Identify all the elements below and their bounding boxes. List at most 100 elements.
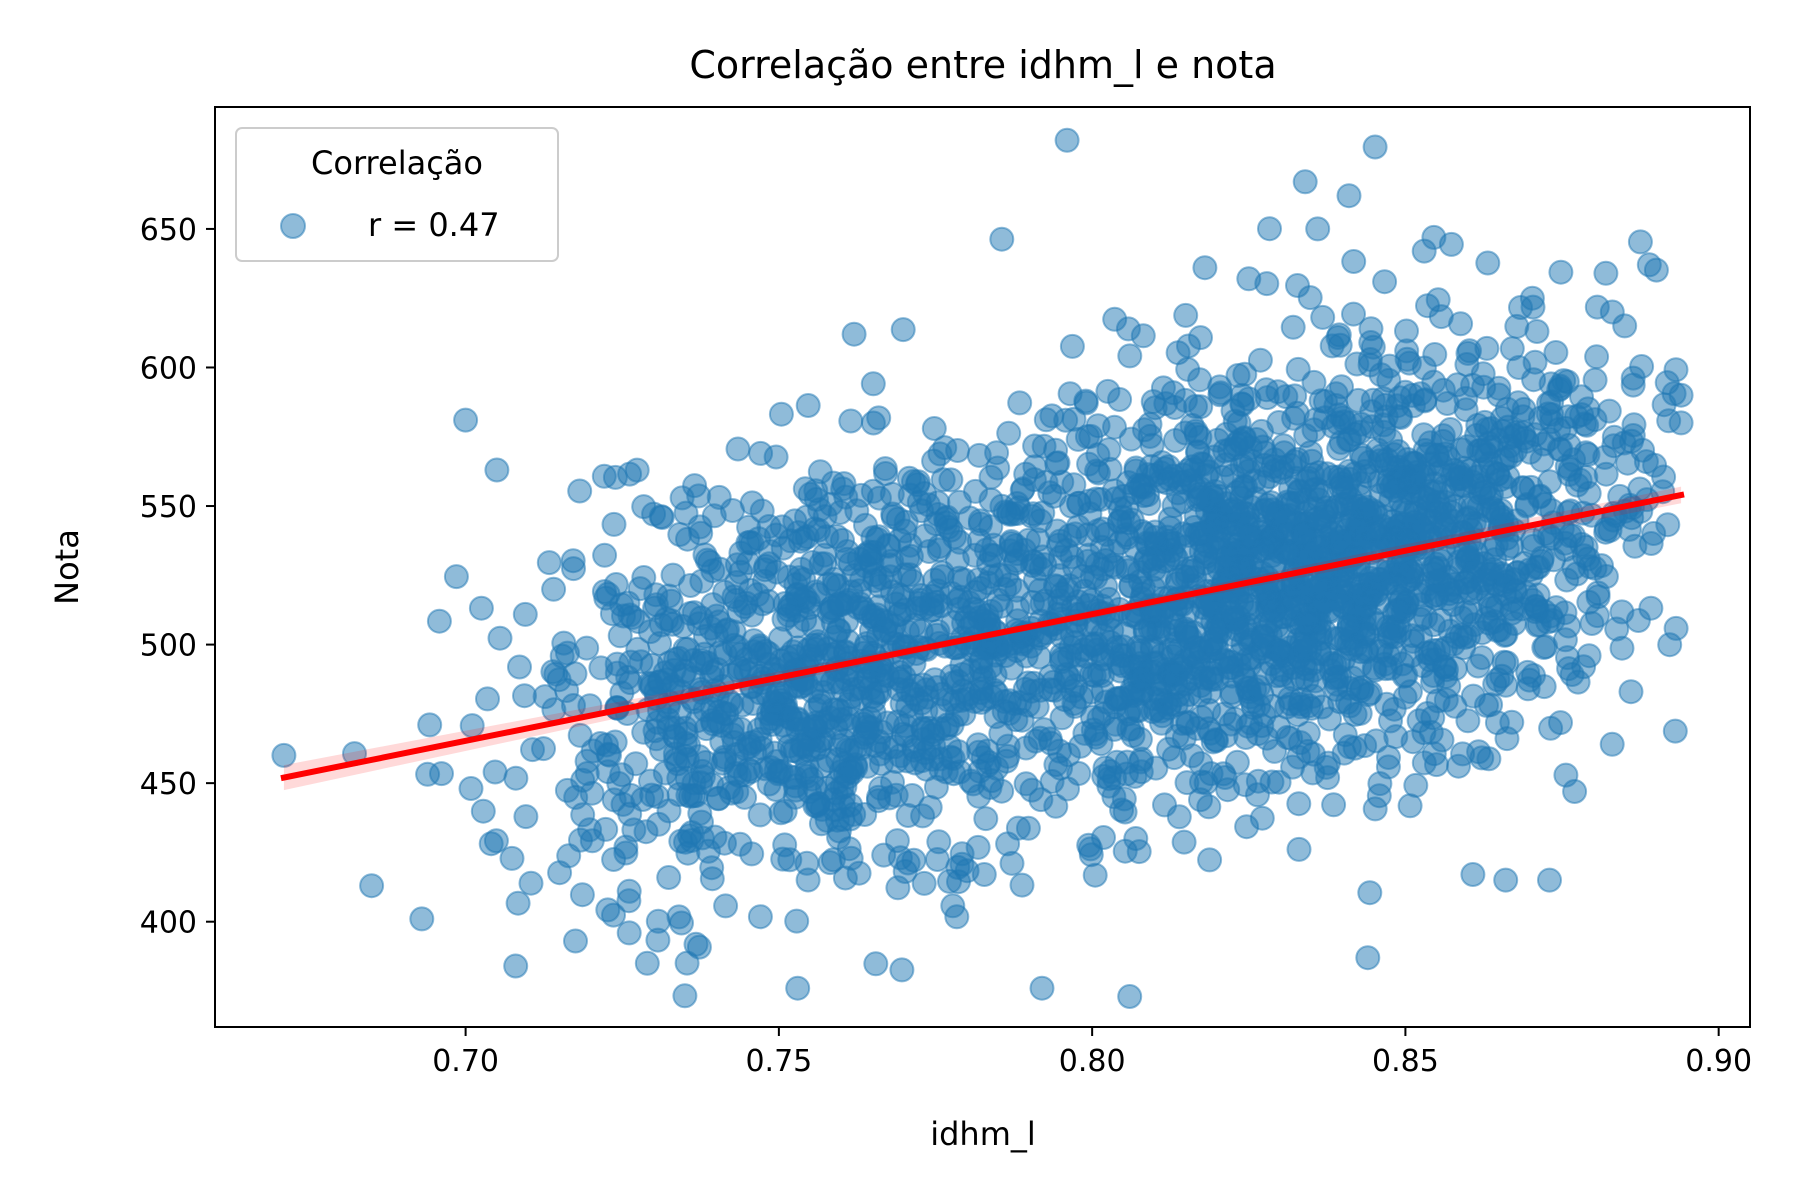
scatter-point [899,783,925,808]
scatter-point [1562,779,1588,804]
scatter-point [1043,793,1069,819]
scatter-point [1321,792,1347,818]
y-axis: 400 450 500 550 600 650 [140,213,215,941]
scatter-point [1350,582,1375,608]
scatter-point [1043,752,1069,778]
scatter-point [928,756,954,782]
scatter-point [923,511,949,537]
scatter-point [921,416,947,441]
scatter-point [1616,516,1642,542]
scatter-point [1091,701,1117,727]
scatter-point [1297,541,1323,567]
scatter-point [1437,417,1463,442]
scatter-point [507,654,532,680]
scatter-point [673,500,699,526]
scatter-point [1561,555,1587,580]
scatter-point [863,951,889,977]
scatter-point [1247,347,1273,373]
scatter-point [807,459,833,485]
scatter-point [1663,357,1689,383]
scatter-point [1142,525,1168,550]
scatter-point [1049,705,1075,731]
scatter-point [1421,561,1446,587]
scatter-point [676,732,701,758]
scatter-point [1357,352,1383,378]
scatter-point [409,906,435,932]
scatter-point [627,576,653,602]
scatter-point [1114,749,1140,775]
scatter-point [1115,555,1141,580]
scatter-point [1112,621,1138,647]
scatter-point [883,591,909,617]
scatter-point [999,850,1025,876]
scatter-point [1328,474,1353,500]
scatter-point [1324,671,1350,697]
legend-box [235,127,559,262]
scatter-point [1476,610,1502,636]
scatter-point [513,804,539,830]
scatter-point [1257,535,1283,561]
scatter-point [1183,418,1209,444]
scatter-point [1469,645,1495,671]
scatter-point [1421,741,1447,767]
scatter-point [601,902,626,928]
scatter-point [949,851,975,877]
scatter-point [763,444,789,470]
scatter-point [482,759,508,785]
chart-title: Correlação entre idhm_l e nota [689,43,1276,87]
scatter-point [1107,387,1133,412]
x-tick-label: 0.85 [1372,1044,1439,1079]
scatter-point [563,928,588,954]
scatter-point [669,910,694,936]
scatter-point [812,504,838,530]
scatter-point [656,798,682,824]
x-axis-title: idhm_l [930,1115,1036,1153]
scatter-point [1132,417,1157,443]
scatter-point [965,732,991,758]
scatter-point [973,537,999,563]
scatter-point [996,700,1022,726]
scatter-point [1499,533,1525,559]
scatter-point [944,547,970,573]
scatter-point [1455,340,1481,366]
scatter-point [1493,867,1519,893]
scatter-point [1193,544,1219,570]
scatter-point [1009,872,1035,898]
scatter-point [778,764,804,790]
scatter-point [1579,611,1605,636]
scatter-point [601,511,627,537]
scatter-point [735,530,761,556]
scatter-point [541,576,567,602]
scatter-point [1059,333,1085,359]
scatter-point [1372,269,1398,295]
scatter-point [570,802,596,828]
scatter-point [797,481,823,507]
scatter-point [858,715,884,741]
scatter-point [670,614,696,639]
scatter-point [1355,945,1381,971]
scatter-point [944,904,970,930]
scatter-point [1399,469,1425,495]
scatter-point [1548,259,1574,285]
scatter-point [1625,608,1651,633]
scatter-point [1516,667,1542,693]
x-tick-label: 0.80 [1059,1044,1126,1079]
scatter-point [569,882,595,908]
scatter-point [646,669,672,695]
scatter-point [732,784,758,810]
scatter-point [1249,418,1274,444]
scatter-point [1272,507,1297,533]
scatter-point [961,596,987,622]
scatter-point [1655,512,1681,538]
scatter-point [458,776,484,801]
scatter-point [1505,390,1531,416]
scatter-point [1257,216,1282,242]
scatter-point [1188,325,1213,351]
scatter-point [1470,361,1496,387]
scatter-point [890,317,916,343]
scatter-point [1236,266,1262,292]
scatter-point [1265,379,1291,405]
scatter-point [945,438,971,463]
scatter-point [1458,580,1484,606]
scatter-point [689,758,715,784]
